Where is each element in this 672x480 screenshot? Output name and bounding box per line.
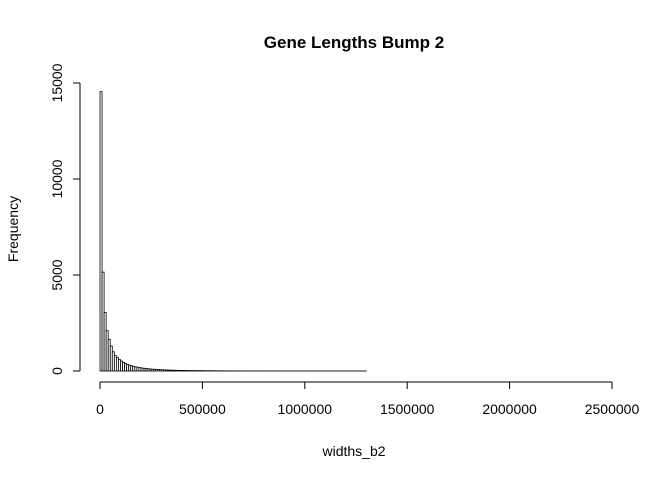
histogram-bars <box>99 91 367 372</box>
chart-title: Gene Lengths Bump 2 <box>264 33 444 52</box>
y-tick-label: 10000 <box>49 159 65 198</box>
y-tick-label: 0 <box>49 367 65 375</box>
x-tick-label: 1500000 <box>380 401 435 417</box>
y-tick-label: 5000 <box>49 259 65 290</box>
x-tick-label: 1000000 <box>278 401 333 417</box>
x-axis: 0 500000 1000000 1500000 2000000 2500000 <box>96 381 640 417</box>
y-axis: 0 5000 10000 15000 <box>49 63 81 375</box>
x-tick-label: 2000000 <box>482 401 537 417</box>
x-axis-label: widths_b2 <box>321 443 385 459</box>
x-tick-label: 2500000 <box>585 401 640 417</box>
histogram-bar <box>99 91 103 372</box>
y-axis-label: Frequency <box>5 196 21 262</box>
x-tick-label: 500000 <box>179 401 226 417</box>
x-tick-label: 0 <box>96 401 104 417</box>
y-tick-label: 15000 <box>49 63 65 102</box>
